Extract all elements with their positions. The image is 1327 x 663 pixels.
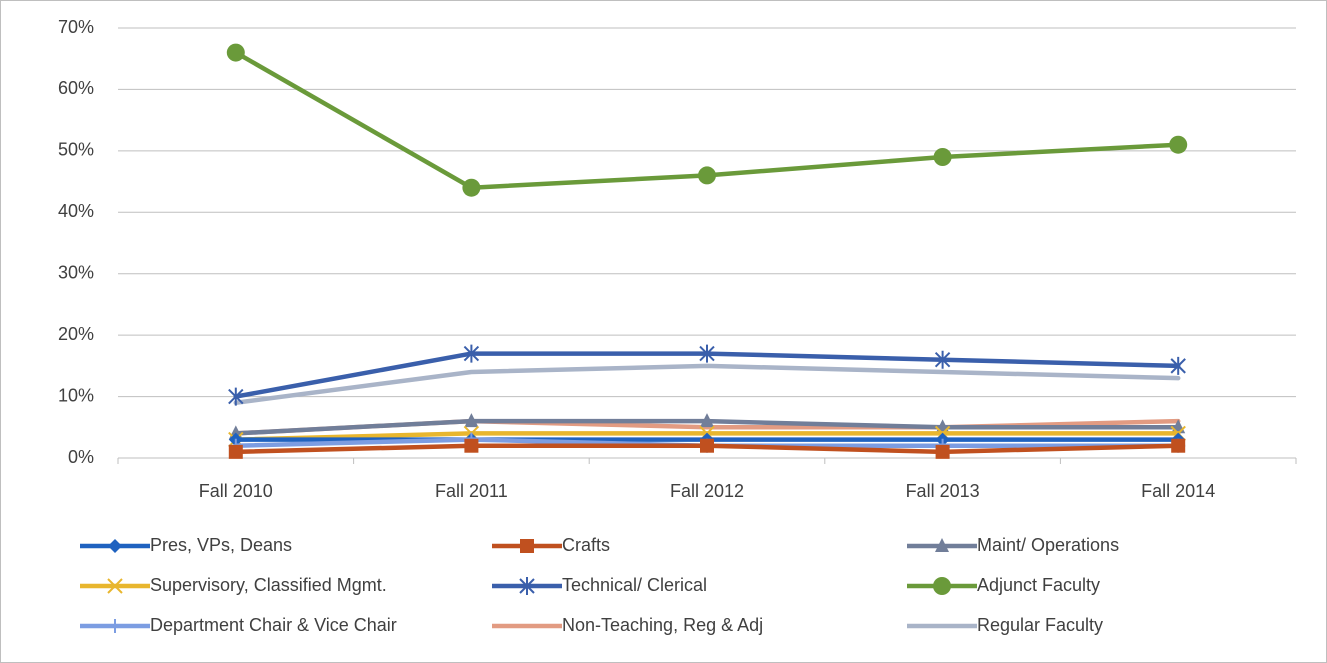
marker <box>228 444 243 459</box>
point <box>940 370 945 374</box>
legend-label: Technical/ Clerical <box>562 575 707 595</box>
y-tick-label: 20% <box>58 324 94 344</box>
legend-marker <box>519 577 535 595</box>
marker <box>464 413 479 428</box>
legend-label: Pres, VPs, Deans <box>150 535 292 555</box>
legend-label: Crafts <box>562 535 610 555</box>
legend-marker <box>933 577 951 595</box>
x-tick-label: Fall 2011 <box>435 481 508 501</box>
x-tick-label: Fall 2013 <box>906 481 980 501</box>
marker <box>934 350 951 369</box>
marker <box>698 166 716 185</box>
y-tick-label: 10% <box>58 385 94 405</box>
marker <box>1171 438 1186 453</box>
marker <box>464 438 479 453</box>
marker <box>699 344 715 363</box>
x-tick-label: Fall 2014 <box>1141 481 1215 501</box>
x-tick-label: Fall 2012 <box>670 481 744 501</box>
legend-marker <box>108 619 122 633</box>
marker <box>700 438 714 453</box>
y-tick-label: 30% <box>58 262 94 282</box>
point <box>469 370 474 374</box>
y-tick-label: 0% <box>68 447 94 467</box>
y-tick-label: 60% <box>58 78 94 98</box>
marker <box>228 387 244 406</box>
marker <box>463 344 480 363</box>
legend-label: Maint/ Operations <box>977 535 1119 555</box>
point <box>1176 376 1181 381</box>
legend-marker <box>107 578 123 594</box>
marker <box>226 43 245 62</box>
y-tick-label: 40% <box>58 201 94 221</box>
legend-marker <box>108 539 122 553</box>
marker <box>462 178 481 197</box>
legend-marker <box>520 539 534 553</box>
legend-label: Supervisory, Classified Mgmt. <box>150 575 387 595</box>
legend-marker <box>935 538 949 552</box>
marker <box>700 413 714 428</box>
marker <box>933 148 952 166</box>
legend-label: Regular Faculty <box>977 615 1103 635</box>
point <box>705 363 709 368</box>
marker <box>1169 135 1188 154</box>
marker <box>1170 356 1186 375</box>
x-tick-label: Fall 2010 <box>199 481 273 501</box>
legend-label: Department Chair & Vice Chair <box>150 615 397 635</box>
legend-label: Adjunct Faculty <box>977 575 1100 595</box>
y-tick-label: 70% <box>58 17 94 37</box>
legend-label: Non-Teaching, Reg & Adj <box>562 615 763 635</box>
y-tick-label: 50% <box>58 140 94 160</box>
marker <box>935 444 950 459</box>
